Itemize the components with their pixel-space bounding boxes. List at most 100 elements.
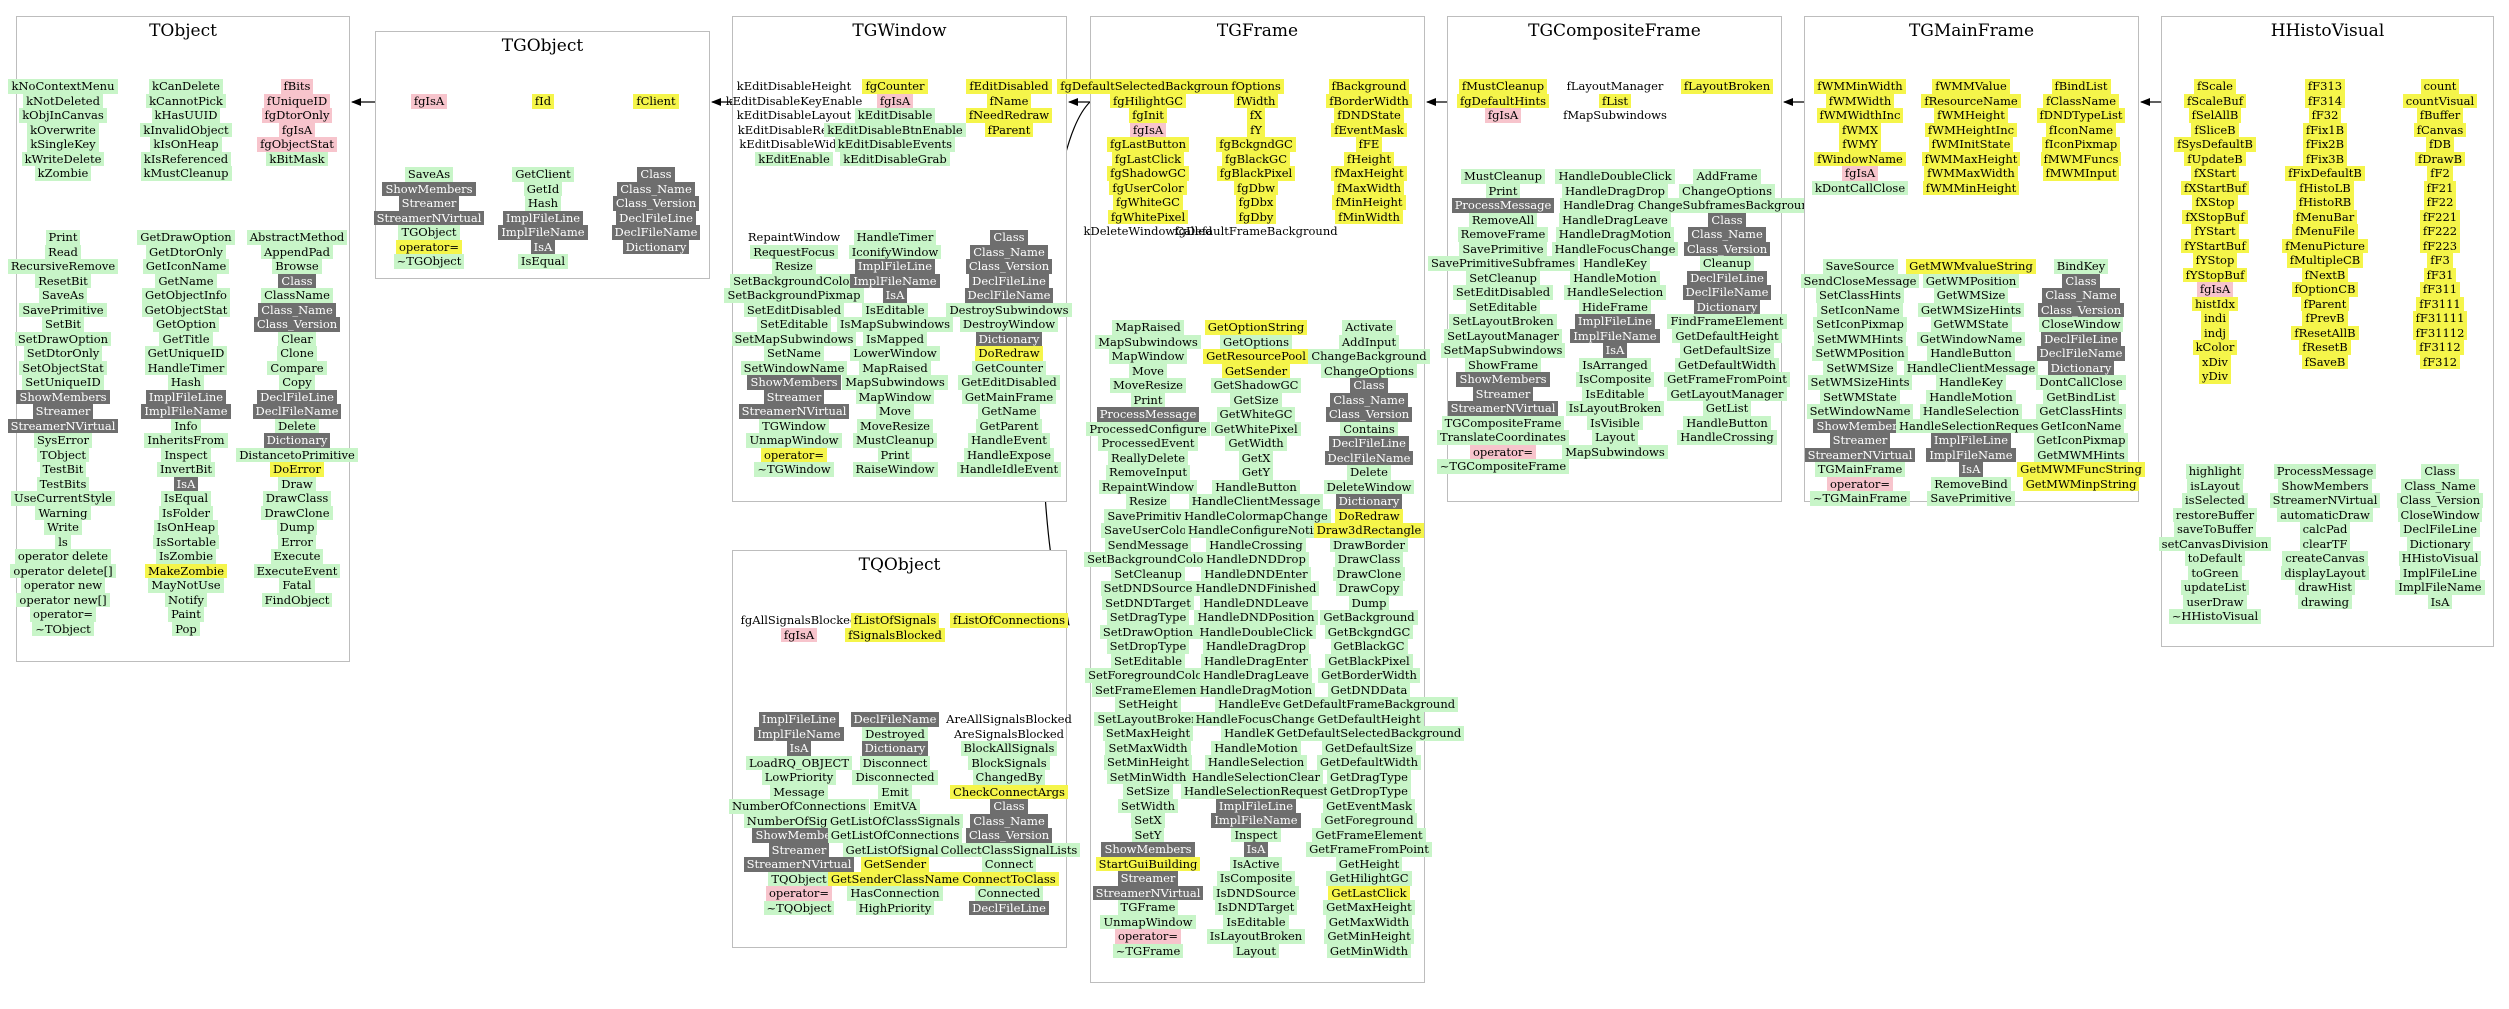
method-iscomposite: IsComposite [1575,372,1655,387]
method-handlekey: HandleKey [1936,375,2006,390]
method-findframeelement: FindFrameElement [1667,314,1787,329]
member-fgdbw: fgDbw [1233,180,1279,195]
method-connected: Connected [974,886,1044,901]
member-kbitmask: kBitMask [266,151,328,166]
method-getobjectinfo: GetObjectInfo [142,288,230,303]
method-handleevent: HandleEvent [1215,697,1297,712]
method-distancetoprimitive: DistancetoPrimitive [236,447,358,462]
members-column-1: kNoContextMenu kNotDeleted kObjInCanvas kOv… [0,79,153,181]
member-fcanvas: fCanvas [2413,122,2467,137]
method-clear: Clear [278,331,316,346]
method-implfilename: ImplFileName [498,225,588,240]
method-class-version: Class_Version [965,259,1053,274]
class-title: TGMainFrame [1908,21,2035,41]
method-blocksignals: BlockSignals [968,755,1050,770]
member-fdndtypelist: fDNDTypeList [2036,108,2126,123]
method-destroyed: Destroyed [862,726,928,741]
method-getwidth: GetWidth [1225,436,1287,451]
members-column-2: fgCounter fgIsA kEditDisable kEditDisableBt… [805,79,985,166]
method-class-name: Class_Name [617,181,695,196]
member-foptioncb: fOptionCB [2291,282,2359,297]
method-userdraw: userDraw [2183,594,2247,609]
method-getborderwidth: GetBorderWidth [1318,668,1420,683]
method-islayoutbroken: IsLayoutBroken [1565,401,1665,416]
method-getframeelement: GetFrameElement [1312,827,1426,842]
member-fgdefaultframebackground: fgDefaultFrameBackground [1174,224,1338,238]
method-compare: Compare [267,360,327,375]
method-setbackgroundpixmap: SetBackgroundPixmap [724,288,864,303]
method-savetobuffer: saveToBuffer [2173,522,2257,537]
methods-column-2: GetClient GetId Hash ImplFileLine ImplFileNa… [453,167,633,269]
method-seteditdisabled: SetEditDisabled [1452,285,1554,300]
member-koverwrite: kOverwrite [27,122,99,137]
method-gety: GetY [1238,465,1274,480]
method-pop: Pop [172,621,200,636]
method-implfilename: ImplFileName [754,726,844,741]
method-declfilename: DeclFileName [964,288,1054,303]
member-fgdefaultselectedbackground: fgDefaultSelectedBackground [1057,79,1239,94]
method-doerror: DoError [270,462,324,477]
method-getmwmhints: GetMWMHints [2034,447,2128,462]
method-declfileline: DeclFileLine [969,900,1049,915]
members-column-2: fOptions fWidth fX fY fgBckgndGC fgBlackGC fgB… [1166,79,1346,239]
method-cleartf: clearTF [2299,536,2351,551]
members-column-3: fListOfConnections [919,613,1099,628]
member-fwidth: fWidth [1233,93,1279,108]
method-islayout: isLayout [2187,478,2243,493]
method-dictionary: Dictionary [861,741,929,756]
method-delete: Delete [1347,465,1391,480]
methods-column-2: GetMWMvalueString GetWMPosition GetWMSize G… [1881,259,2061,506]
method-getframefrompoint: GetFrameFromPoint [1306,842,1432,857]
method-hideframe: HideFrame [1579,299,1651,314]
member-fparent: fParent [2300,296,2350,311]
method-resize: Resize [772,259,816,274]
method-handletimer: HandleTimer [144,360,228,375]
member-ff31111: fF31111 [2412,311,2468,326]
member-xdiv: xDiv [2199,354,2231,369]
member-fwmx: fWMX [1838,122,1882,137]
method-tgframe: ~TGFrame [1112,943,1184,958]
method-class: Class [990,230,1028,245]
members-column-1: fgDefaultSelectedBackground fgHilightGC fg… [1057,79,1239,239]
method-restorebuffer: restoreBuffer [2172,507,2258,522]
member-keditdisableevents: kEditDisableEvents [834,137,956,152]
member-fhistolb: fHistoLB [2296,180,2354,195]
method-getminwidth: GetMinWidth [1326,943,1412,958]
method-makezombie: MakeZombie [144,563,228,578]
method-changeoptions: ChangeOptions [1679,183,1775,198]
member-keditdisablewidth: kEditDisableWidth [739,137,849,151]
method-implfileline: ImplFileLine [502,210,584,225]
member-fresourcename: fResourceName [1921,93,2021,108]
member-ff313: fF313 [2304,79,2346,94]
method-tgframe: TGFrame [1117,900,1179,915]
member-keditdisablebtnenable: kEditDisableBtnEnable [824,122,966,137]
method-contains: Contains [1340,421,1398,436]
methods-column-1: SaveSource SendCloseMessage SetClassHints S… [1770,259,1950,506]
methods-column-3: Class Class_Name Class_Version DeclFileLine… [919,230,1099,477]
method-tgcompositeframe: ~TGCompositeFrame [1436,459,1570,474]
member-kcolor: kColor [2192,340,2238,355]
method-tgobject: ~TGObject [393,254,465,269]
method-displaylayout: displayLayout [2281,565,2369,580]
method-print: Print [877,447,913,462]
method-setdragtype: SetDragType [1106,610,1190,625]
method-getsize: GetSize [1230,392,1282,407]
method-handlekey: HandleKey [1221,726,1291,741]
member-ff221: fF221 [2419,209,2461,224]
method-handlecrossing: HandleCrossing [1206,537,1306,552]
member-kinvalidobject: kInvalidObject [140,122,232,137]
members-column-3: fLayoutBroken [1637,79,1817,94]
method-dictionary: Dictionary [1335,494,1403,509]
method-operator: operator= [760,447,828,462]
method-closewindow: CloseWindow [2397,507,2483,522]
method-setmwmhints: SetMWMHints [1813,331,1907,346]
methods-column-3: BindKey Class Class_Name Class_Version Close… [1991,259,2171,491]
method-saveas: SaveAs [404,167,454,182]
method-geticonname: GetIconName [2037,418,2125,433]
method-showmembers: ShowMembers [1456,372,1550,387]
method-dump: Dump [1348,595,1390,610]
method-streamer: Streamer [1472,386,1534,401]
method-isonheap: IsOnHeap [153,520,219,535]
class-box-hhistovisual: HHistoVisual fScale fScaleBuf fSelAllB fSlic… [2158,16,2494,647]
method-geteditdisabled: GetEditDisabled [958,375,1060,390]
